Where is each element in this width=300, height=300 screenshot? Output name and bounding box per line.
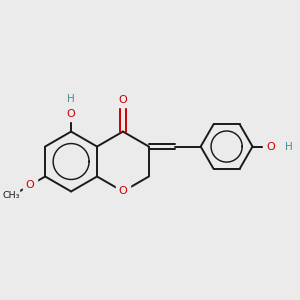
Text: H: H xyxy=(67,94,75,104)
Text: O: O xyxy=(67,109,76,119)
Text: H: H xyxy=(285,142,292,152)
Text: O: O xyxy=(266,142,275,152)
Text: O: O xyxy=(26,180,34,190)
Text: O: O xyxy=(118,95,127,106)
Text: O: O xyxy=(118,187,127,196)
Text: CH₃: CH₃ xyxy=(3,191,20,200)
